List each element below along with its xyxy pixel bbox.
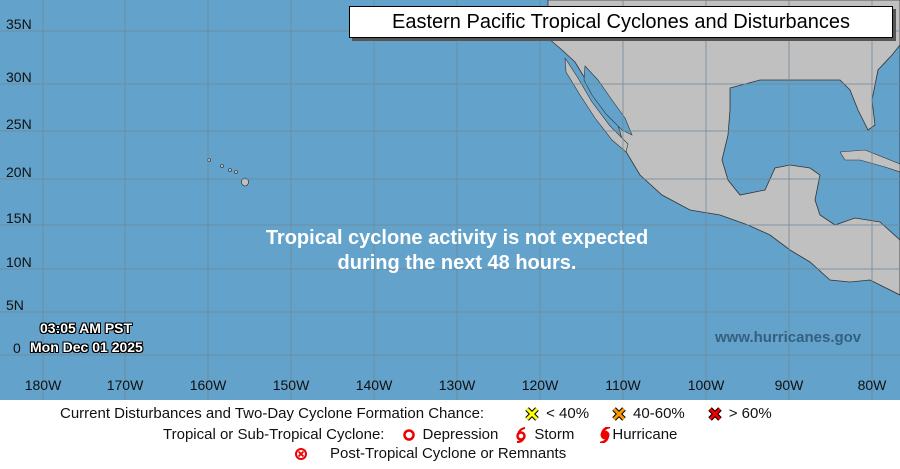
medium-chance-x-icon xyxy=(612,406,626,421)
website-label: www.hurricanes.gov xyxy=(715,329,862,346)
latitude-label: 30N xyxy=(6,69,32,85)
latitude-label: 10N xyxy=(6,254,32,270)
longitude-label: 150W xyxy=(272,377,310,393)
latitude-label: 0 xyxy=(13,340,21,356)
latitude-label: 25N xyxy=(6,116,32,132)
longitude-label: 120W xyxy=(521,377,559,393)
longitude-label: 110W xyxy=(605,377,641,393)
longitude-label: 90W xyxy=(774,377,804,393)
longitude-label: 170W xyxy=(106,377,144,393)
baja-california-land xyxy=(564,57,629,153)
hurricane-icon xyxy=(600,426,611,443)
latitude-label: 20N xyxy=(6,164,32,180)
latitude-label: 35N xyxy=(6,16,32,32)
high-chance-x-icon xyxy=(707,406,722,421)
gulf-and-caribbean-water xyxy=(721,44,900,241)
legend-post-tropical: Post-Tropical Cyclone or Remnants xyxy=(330,445,567,462)
latitude-label: 15N xyxy=(6,210,32,226)
map xyxy=(0,0,900,400)
storm-icon xyxy=(516,426,527,443)
gulf-of-california-water xyxy=(583,65,633,136)
timestamp-date: Mon Dec 01 2025 xyxy=(30,339,143,355)
map-title: Eastern Pacific Tropical Cyclones and Di… xyxy=(349,6,893,38)
low-chance-x-icon xyxy=(525,406,539,421)
legend-chance-high: > 60% xyxy=(728,405,772,422)
timestamp-time: 03:05 AM PST xyxy=(40,320,133,336)
lat-lon-grid xyxy=(0,0,900,400)
outlook-message-line-1: Tropical cyclone activity is not expecte… xyxy=(265,227,649,249)
legend-hurricane: Hurricane xyxy=(612,426,678,443)
longitude-label: 130W xyxy=(438,377,476,393)
longitude-label: 140W xyxy=(355,377,393,393)
latitude-label: 5N xyxy=(6,297,24,313)
legend-chance-low: < 40% xyxy=(546,405,590,422)
legend: Current Disturbances and Two-Day Cyclone… xyxy=(0,400,900,469)
depression-icon xyxy=(403,428,416,441)
legend-disturbances-label: Current Disturbances and Two-Day Cyclone… xyxy=(60,405,485,422)
legend-chance-medium: 40-60% xyxy=(633,405,685,422)
longitude-label: 160W xyxy=(189,377,227,393)
outlook-message-line-2: during the next 48 hours. xyxy=(337,252,577,274)
post-tropical-icon xyxy=(295,447,307,460)
longitude-label: 100W xyxy=(687,377,725,393)
longitude-label: 180W xyxy=(24,377,62,393)
legend-depression: Depression xyxy=(422,426,499,443)
cuba-land xyxy=(839,149,900,173)
legend-cyclone-label: Tropical or Sub-Tropical Cyclone: xyxy=(163,426,385,443)
longitude-label: 80W xyxy=(857,377,887,393)
legend-storm: Storm xyxy=(534,426,575,443)
